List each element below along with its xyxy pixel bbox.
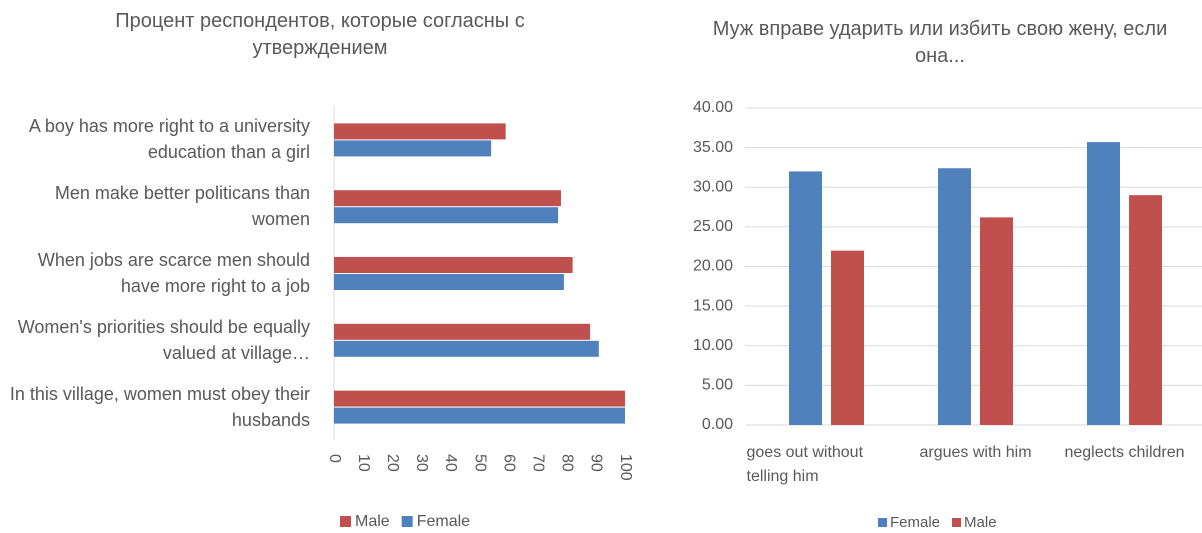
- y-tick-label: Men make better politicans than women: [54, 183, 310, 230]
- y-tick-label: When jobs are scarce men should have mor…: [37, 250, 310, 296]
- x-tick-label: 30: [413, 454, 430, 472]
- x-tick-label: 90: [588, 454, 605, 472]
- y-tick-label: Women's priorities should be equally val…: [17, 316, 310, 363]
- y-tick-label: 15.00: [693, 297, 733, 314]
- legend-label: Male: [355, 513, 390, 530]
- x-tick-label: 0: [326, 454, 343, 463]
- y-tick-label: 20.00: [693, 258, 733, 275]
- y-tick-label: 35.00: [693, 139, 733, 156]
- legend-label: Female: [890, 514, 940, 531]
- bar: [1129, 195, 1162, 425]
- bar: [334, 323, 591, 340]
- bar: [789, 171, 822, 425]
- y-tick-label: 5.00: [702, 377, 733, 394]
- y-tick-label: 40.00: [693, 99, 733, 116]
- y-tick-label: 10.00: [693, 337, 733, 354]
- y-tick-label: 30.00: [693, 178, 733, 195]
- bar: [334, 407, 625, 424]
- y-tick-label: 25.00: [693, 218, 733, 235]
- x-tick-label: 50: [471, 454, 488, 472]
- y-tick-label: 0.00: [702, 416, 733, 433]
- bar: [980, 217, 1013, 425]
- chart-title: Процент респондентов, которые согласны с…: [115, 10, 525, 59]
- legend-label: Female: [417, 513, 470, 530]
- y-tick-label: A boy has more right to a university edu…: [28, 116, 310, 163]
- bar: [831, 250, 864, 425]
- bar: [334, 123, 506, 140]
- x-tick-label: 10: [355, 454, 372, 472]
- x-tick-label: argues with him: [919, 444, 1032, 461]
- legend-label: Male: [964, 514, 997, 531]
- legend-swatch: [340, 516, 351, 527]
- x-tick-label: 20: [384, 454, 401, 472]
- chart-title: Муж вправе ударить или избить свою жену,…: [712, 18, 1168, 67]
- legend-swatch: [878, 518, 887, 527]
- x-tick-label: 80: [559, 454, 576, 472]
- bar: [938, 168, 971, 426]
- bar: [334, 390, 625, 407]
- bar: [334, 257, 573, 273]
- bar: [334, 140, 492, 157]
- legend-swatch: [401, 516, 413, 527]
- x-tick-label: neglects children: [1064, 444, 1185, 461]
- x-tick-label: goes out without telling him: [746, 444, 864, 485]
- bar: [334, 190, 561, 207]
- bar: [334, 274, 564, 290]
- bar: [334, 207, 559, 224]
- bar: [334, 340, 599, 357]
- legend-swatch: [952, 518, 962, 527]
- x-tick-label: 40: [442, 454, 459, 472]
- x-tick-label: 60: [500, 454, 517, 472]
- bar: [1087, 142, 1120, 425]
- x-tick-label: 70: [529, 454, 546, 472]
- y-tick-label: In this village, women must obey their h…: [9, 383, 310, 430]
- x-tick-label: 100: [617, 454, 634, 481]
